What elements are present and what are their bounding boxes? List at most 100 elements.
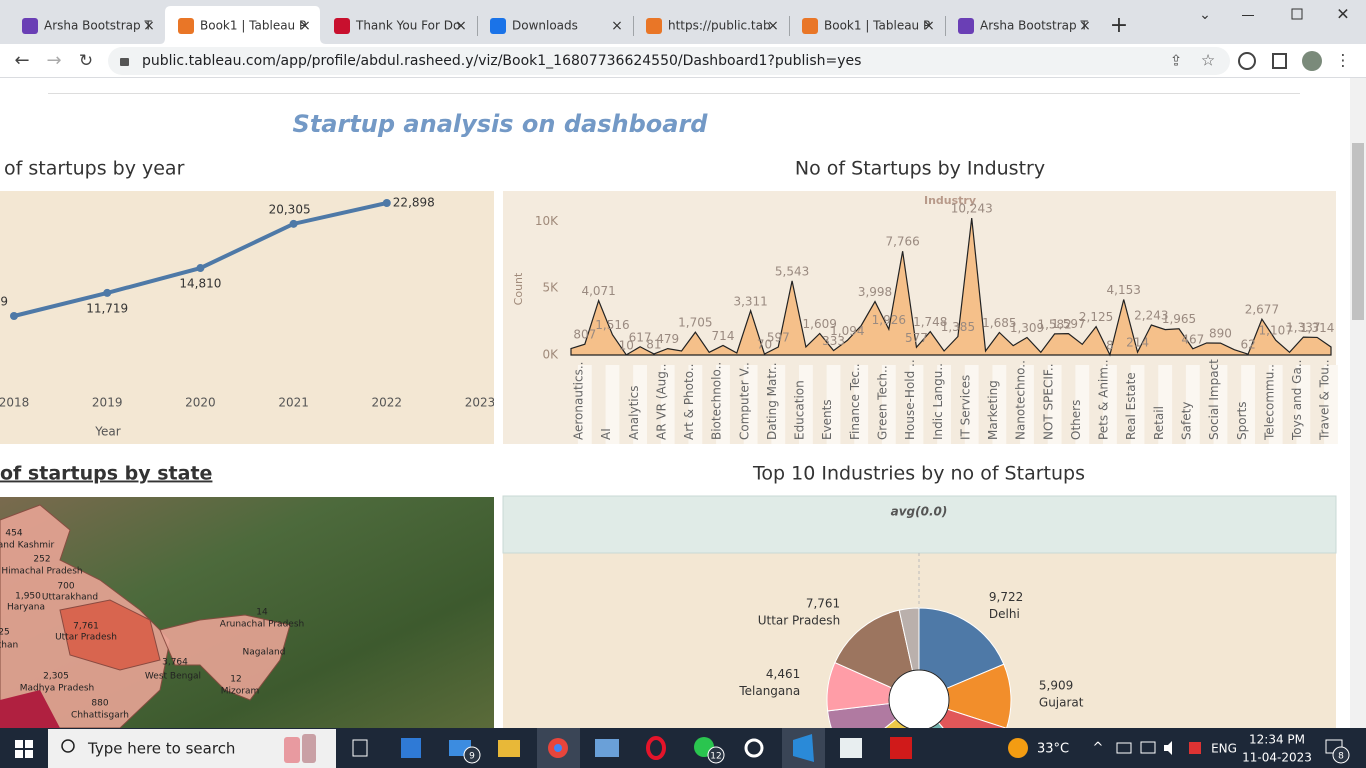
category-label[interactable]: House-Hold .. (903, 359, 917, 440)
category-label[interactable]: Sports (1235, 402, 1249, 440)
clock-time[interactable]: 12:34 PM (1249, 733, 1305, 747)
bookmark[interactable]: ☆ (1201, 51, 1215, 70)
badge[interactable]: 9 (469, 752, 475, 762)
category-label[interactable]: NOT SPECIF.. (1041, 363, 1055, 440)
category-label[interactable]: Others (1069, 400, 1083, 440)
tab-separator (945, 16, 946, 36)
side-panel[interactable] (1272, 53, 1287, 69)
category-band (1158, 365, 1173, 444)
app-explorer[interactable] (498, 740, 520, 757)
badge[interactable]: 8 (1338, 752, 1344, 762)
category-label[interactable]: Retail (1152, 406, 1166, 440)
category-label[interactable]: Telecommu.. (1262, 364, 1276, 441)
app-excel[interactable] (840, 738, 862, 758)
tab-title[interactable]: Book1 | Tableau P (824, 19, 930, 33)
map-title[interactable]: of startups by state (0, 463, 212, 485)
category-label[interactable]: Pets & Anim.. (1097, 359, 1111, 440)
x-tick-label: 2022 (372, 396, 403, 410)
category-label[interactable]: Social Impact (1207, 359, 1221, 440)
tab-title[interactable]: Thank You For Do (355, 19, 460, 33)
category-label[interactable]: Biotechnolo.. (710, 362, 724, 440)
tab-title[interactable]: Arsha Bootstrap T (44, 19, 152, 33)
tab-close[interactable]: × (923, 18, 935, 34)
point[interactable] (103, 288, 112, 297)
badge[interactable]: 12 (710, 752, 721, 762)
category-label[interactable]: Travel & Tou.. (1318, 359, 1332, 441)
tray-arrow[interactable]: ^ (1093, 741, 1104, 756)
tab-title[interactable]: Downloads (512, 19, 578, 33)
x-tick-label: 2018 (0, 396, 29, 410)
new-tab[interactable]: + (1110, 13, 1128, 38)
app-settings[interactable] (744, 738, 764, 758)
category-label[interactable]: Finance Tec.. (848, 363, 862, 440)
point[interactable] (10, 312, 18, 320)
profile[interactable] (1302, 51, 1322, 71)
address-bar[interactable] (108, 47, 1230, 75)
tab-close[interactable]: × (767, 18, 779, 34)
tab-close[interactable]: × (143, 18, 155, 34)
tab-title[interactable]: https://public.tab (668, 19, 771, 33)
task-view[interactable] (352, 739, 368, 757)
tray-icon[interactable] (1116, 742, 1132, 754)
minimize[interactable] (1242, 15, 1254, 16)
category-label[interactable]: Analytics (627, 386, 641, 441)
app-store[interactable] (401, 738, 421, 758)
category-label[interactable]: Aeronautics.. (572, 362, 586, 440)
tab-title[interactable]: Book1 | Tableau P (200, 19, 306, 33)
category-label[interactable]: Events (820, 399, 834, 440)
point[interactable] (196, 264, 205, 273)
weather[interactable]: 33°C (1037, 742, 1069, 757)
tray-icon[interactable] (1189, 742, 1201, 754)
state-region[interactable] (159, 614, 291, 701)
category-label[interactable]: AI (599, 428, 613, 440)
category-label[interactable]: Indic Langu.. (931, 363, 945, 440)
point[interactable] (289, 219, 298, 228)
state-region[interactable] (0, 690, 60, 728)
app-opera[interactable] (646, 736, 666, 760)
category-label[interactable]: Marketing (986, 380, 1000, 440)
volume[interactable] (1164, 741, 1172, 755)
close-window[interactable]: ✕ (1336, 5, 1349, 24)
tab-title[interactable]: Arsha Bootstrap T (980, 19, 1088, 33)
weather-icon[interactable] (1008, 738, 1028, 758)
category-label[interactable]: Dating Matr.. (765, 362, 779, 440)
state-uttar-pradesh[interactable] (59, 599, 161, 671)
tab-close[interactable]: × (1079, 18, 1091, 34)
app-acrobat[interactable] (890, 737, 912, 759)
app-network[interactable] (595, 739, 619, 757)
point[interactable] (382, 199, 391, 207)
category-label[interactable]: Real Estate (1124, 372, 1138, 440)
lock-icon[interactable] (120, 58, 129, 66)
category-label[interactable]: Nanotechno.. (1014, 360, 1028, 440)
active-tab[interactable] (160, 6, 326, 44)
tab-close[interactable]: × (455, 18, 467, 34)
menu[interactable]: ⋮ (1335, 51, 1351, 70)
tab-search[interactable]: ⌄ (1199, 7, 1211, 23)
category-label[interactable]: Toys and Ga.. (1290, 360, 1304, 441)
maximize[interactable] (1291, 8, 1303, 20)
category-label[interactable]: Green Tech.. (876, 365, 890, 440)
category-label[interactable]: Computer V.. (737, 362, 751, 440)
forward[interactable]: → (46, 50, 61, 71)
map-label: 700 (57, 582, 74, 592)
category-label[interactable]: IT Services (958, 375, 972, 440)
url[interactable]: public.tableau.com/app/profile/abdul.ras… (142, 53, 861, 69)
category-label[interactable]: Safety (1180, 402, 1194, 440)
tray-icon[interactable] (1140, 741, 1156, 754)
category-band (716, 365, 730, 444)
category-label[interactable]: AR VR (Aug.. (654, 364, 668, 440)
reload[interactable]: ↻ (79, 51, 93, 71)
share[interactable]: ⇪ (1170, 52, 1183, 70)
extensions[interactable] (1238, 52, 1256, 70)
tab-close[interactable]: × (611, 18, 623, 34)
scroll-thumb[interactable] (1352, 143, 1364, 320)
category-label[interactable]: Education (793, 380, 807, 440)
clock-date[interactable]: 11-04-2023 (1242, 751, 1312, 765)
start-button[interactable] (15, 740, 33, 758)
category-label[interactable]: Art & Photo.. (682, 364, 696, 440)
search-placeholder[interactable]: Type here to search (87, 740, 235, 758)
app-vscode[interactable] (793, 734, 814, 762)
back[interactable]: ← (14, 50, 29, 71)
language[interactable]: ENG (1211, 742, 1237, 756)
tab-close[interactable]: × (299, 18, 311, 34)
